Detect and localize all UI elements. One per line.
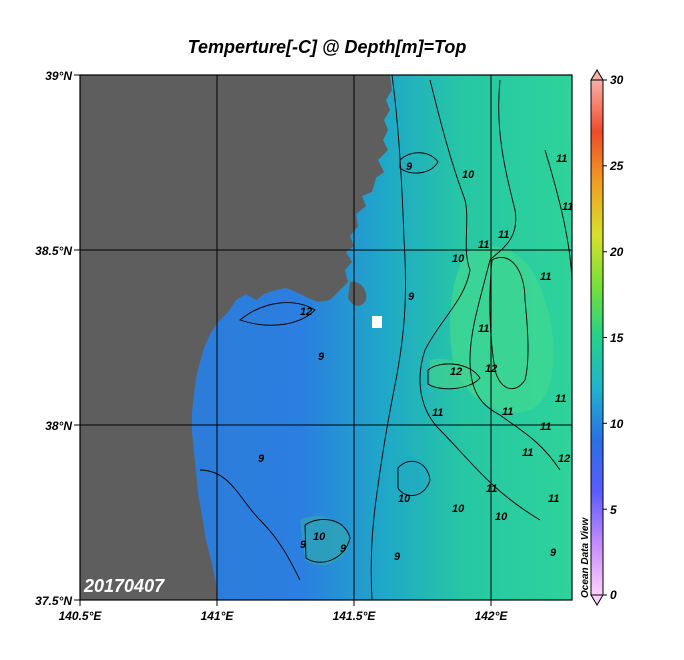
contour-label: 9 <box>340 543 347 555</box>
contour-label: 9 <box>318 351 325 363</box>
contour-label: 9 <box>258 453 265 465</box>
colorbar-tick-label: 20 <box>609 245 624 259</box>
warm-water-patch <box>450 246 554 413</box>
contour-label: 12 <box>558 453 570 465</box>
contour-line-9 <box>370 75 406 600</box>
contour-label: 10 <box>462 169 475 181</box>
colorbar-tick-label: 5 <box>610 503 617 517</box>
cool-water-patch <box>395 456 430 496</box>
x-tick-label: 142°E <box>475 609 509 623</box>
contour-label: 11 <box>498 229 509 241</box>
y-tick-label: 37.5°N <box>35 594 72 608</box>
contour-label: 11 <box>502 406 513 418</box>
y-tick-label: 38°N <box>45 419 72 433</box>
contour-label: 11 <box>555 393 566 405</box>
graticule <box>80 75 572 600</box>
map-plot-area: 9 10 11 12 10 11 9 11 11 11 11 12 12 11 … <box>80 75 573 600</box>
contour-label: 11 <box>556 153 567 165</box>
land-mass <box>80 75 392 600</box>
y-tick-label: 38.5°N <box>35 244 72 258</box>
contour-lines <box>199 75 572 600</box>
x-axis-tick-labels: 140.5°E 141°E 141.5°E 142°E <box>59 609 509 623</box>
contour-label: 11 <box>540 271 551 283</box>
contour-label: 9 <box>300 539 307 551</box>
contour-line-11 <box>544 149 572 281</box>
contour-line-9 <box>199 469 301 581</box>
colorbar-tick-label: 0 <box>610 588 617 602</box>
contour-label: 11 <box>540 421 551 433</box>
contour-label: 12 <box>450 366 462 378</box>
contour-label: 11 <box>548 493 559 505</box>
contour-label: 11 <box>432 407 443 419</box>
contour-label: 11 <box>478 239 489 251</box>
contour-label: 12 <box>300 306 312 318</box>
contour-line-10 <box>304 518 351 563</box>
colorbar-gradient <box>590 79 604 596</box>
x-tick-label: 140.5°E <box>59 609 103 623</box>
axis-ticks <box>74 74 492 606</box>
colorbar-tick-label: 30 <box>610 73 624 87</box>
contour-label: 11 <box>562 201 573 213</box>
contour-line-12 <box>427 363 481 390</box>
contour-label: 9 <box>394 551 401 563</box>
colorbar-top-arrow <box>590 69 604 81</box>
contour-line-11 <box>469 79 561 471</box>
contour-line-10 <box>397 460 431 496</box>
date-stamp: 20170407 <box>83 576 165 596</box>
contour-label: 10 <box>452 253 465 265</box>
contour-line-10 <box>399 152 439 174</box>
colorbar-tick-label: 15 <box>610 331 624 345</box>
contour-label: 9 <box>550 547 557 559</box>
colorbar-bottom-arrow <box>590 594 604 606</box>
colorbar: 30 25 20 15 10 5 0 <box>590 69 624 606</box>
station-marker <box>372 316 382 328</box>
contour-label: 9 <box>408 291 415 303</box>
contour-label: 11 <box>486 483 497 495</box>
x-tick-label: 141°E <box>201 609 235 623</box>
y-axis-tick-labels: 39°N 38.5°N 38°N 37.5°N <box>35 69 72 608</box>
contour-label: 10 <box>313 531 326 543</box>
colorbar-tick-label: 25 <box>609 159 624 173</box>
contour-label: 10 <box>495 511 508 523</box>
land-peninsula <box>348 281 367 306</box>
contour-label: 11 <box>522 447 533 459</box>
contour-label: 10 <box>452 503 465 515</box>
cool-water-patch <box>300 516 350 565</box>
contour-label: 11 <box>478 323 489 335</box>
x-tick-label: 141.5°E <box>333 609 377 623</box>
contour-line-10 <box>419 79 541 521</box>
contour-line-10 <box>239 302 316 326</box>
colorbar-tick-label: 10 <box>610 417 624 431</box>
contour-labels: 9 10 11 12 10 11 9 11 11 11 11 12 12 11 … <box>258 153 573 563</box>
y-tick-label: 39°N <box>45 69 72 83</box>
odv-watermark: Ocean Data View <box>580 517 591 598</box>
contour-label: 9 <box>406 161 413 173</box>
contour-label: 10 <box>398 493 411 505</box>
chart-title: Temperture[-C] @ Depth[m]=Top <box>188 37 467 57</box>
plot-frame <box>79 74 573 601</box>
